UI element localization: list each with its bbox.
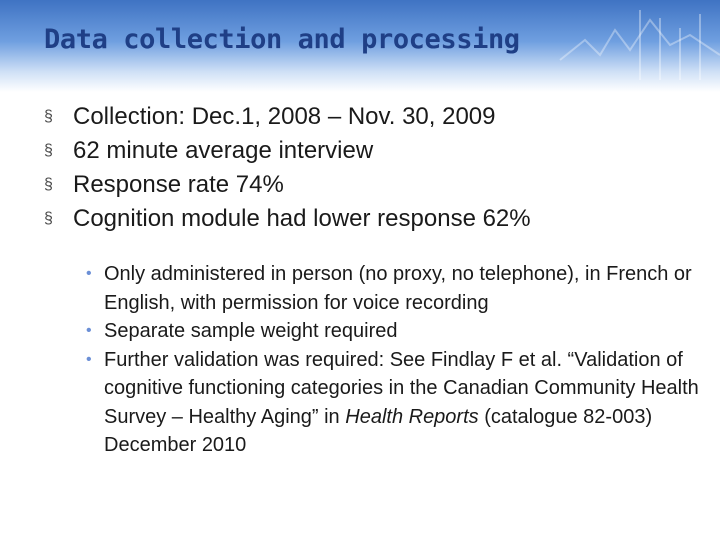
sub-bullet-text-part: (catalogue 82-003) December 2010 xyxy=(104,405,653,457)
header-decoration xyxy=(559,10,720,80)
sub-bullet-item: • Only administered in person (no proxy,… xyxy=(0,260,720,317)
sub-bullet-item: • Separate sample weight required xyxy=(0,317,720,346)
sub-bullet-text: Only administered in person (no proxy, n… xyxy=(104,263,692,314)
slide-title: Data collection and processing xyxy=(44,24,520,55)
slide-header-band: Data collection and processing xyxy=(0,0,720,92)
bullet-item: § Collection: Dec.1, 2008 – Nov. 30, 200… xyxy=(0,100,720,134)
sub-bullet-glyph: • xyxy=(86,350,92,368)
sub-bullet-item: • Further validation was required: See F… xyxy=(0,346,720,460)
bullet-glyph: § xyxy=(44,210,53,227)
bullet-text: Cognition module had lower response 62% xyxy=(73,205,531,232)
main-bullet-list: § Collection: Dec.1, 2008 – Nov. 30, 200… xyxy=(0,100,720,236)
header-chart-line xyxy=(559,18,720,61)
bullet-text: 62 minute average interview xyxy=(73,137,374,164)
sub-bullet-glyph: • xyxy=(86,322,92,339)
bullet-text: Collection: Dec.1, 2008 – Nov. 30, 2009 xyxy=(73,103,496,130)
bullet-text: Response rate 74% xyxy=(73,171,284,198)
bullet-item: § 62 minute average interview xyxy=(0,134,720,168)
sub-bullet-list: • Only administered in person (no proxy,… xyxy=(0,260,720,460)
sub-bullet-glyph: • xyxy=(86,265,92,282)
bullet-glyph: § xyxy=(44,108,53,125)
bullet-glyph: § xyxy=(44,176,53,193)
bullet-item: § Response rate 74% xyxy=(0,168,720,202)
sub-bullet-text-part: Further validation was required: See Fin… xyxy=(104,348,699,428)
bullet-item: § Cognition module had lower response 62… xyxy=(0,202,720,236)
sub-bullet-text: Separate sample weight required xyxy=(104,320,398,342)
publication-name: Health Reports xyxy=(345,405,479,428)
bullet-glyph: § xyxy=(44,142,53,159)
